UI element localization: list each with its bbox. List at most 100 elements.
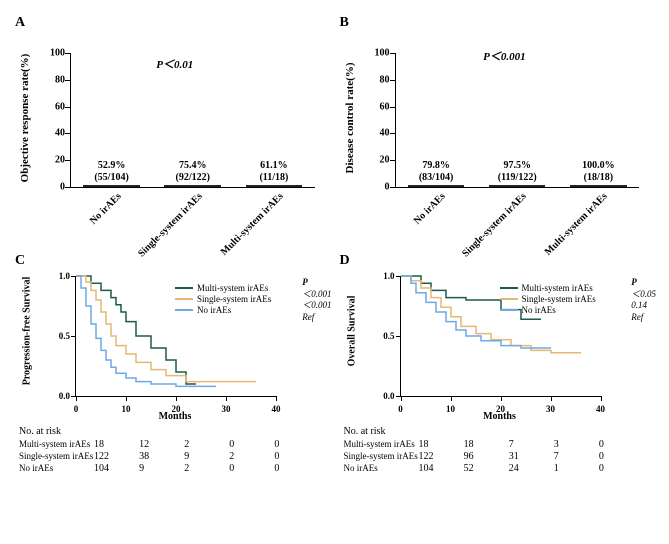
bar-value-label: 75.4%(92/122) bbox=[176, 160, 210, 183]
panel-d-xlabel: Months bbox=[483, 411, 516, 422]
risk-row-label: Multi-system irAEs bbox=[344, 440, 419, 449]
risk-cell: 3 bbox=[554, 439, 599, 450]
bar-value-label: 52.9%(55/104) bbox=[94, 160, 128, 183]
risk-cells: 104522410 bbox=[419, 463, 645, 474]
bar-column: 79.8%(83/104)No irAEs bbox=[402, 160, 470, 187]
risk-cell: 38 bbox=[139, 451, 184, 462]
legend-line bbox=[175, 287, 193, 289]
risk-cell: 0 bbox=[229, 463, 274, 474]
risk-row: Single-system irAEs12238920 bbox=[19, 451, 320, 462]
risk-cell: 12 bbox=[139, 439, 184, 450]
bar-rect bbox=[489, 185, 546, 187]
legend-row: Multi-system irAEs bbox=[175, 283, 271, 293]
p-value: ＜0.05 bbox=[631, 289, 656, 301]
risk-cell: 1 bbox=[554, 463, 599, 474]
legend-line bbox=[500, 287, 518, 289]
panel-d: D Overall Survival 0.00.51.0010203040 Mo… bbox=[340, 253, 655, 501]
panel-c-chart: Progression-free Survival 0.00.51.001020… bbox=[15, 271, 330, 501]
legend-line bbox=[175, 309, 193, 311]
panel-b-ylabel: Disease control rate(%) bbox=[344, 63, 356, 174]
bar-column: 97.5%(119/122)Single-system irAEs bbox=[483, 160, 551, 187]
bar-value-label: 100.0%(18/18) bbox=[582, 160, 615, 183]
panel-c-xlabel: Months bbox=[159, 411, 192, 422]
risk-cell: 9 bbox=[184, 451, 229, 462]
bar-value-label: 61.1%(11/18) bbox=[259, 160, 288, 183]
panel-b: B Disease control rate(%) P＜0.001 79.8%(… bbox=[340, 15, 655, 243]
risk-cells: 1049200 bbox=[94, 463, 320, 474]
legend-label: Single-system irAEs bbox=[197, 294, 271, 304]
figure-grid: A Objective response rate(%) P＜0.01 52.9… bbox=[15, 15, 654, 501]
panel-d-chart: Overall Survival 0.00.51.0010203040 Mont… bbox=[340, 271, 655, 501]
risk-cell: 7 bbox=[554, 451, 599, 462]
bar-rect bbox=[408, 185, 465, 187]
risk-cell: 0 bbox=[274, 451, 319, 462]
panel-b-plot-area: P＜0.001 79.8%(83/104)No irAEs97.5%(119/1… bbox=[395, 53, 640, 188]
bar-category-label: Multi-system irAEs bbox=[543, 191, 610, 258]
panel-a-label: A bbox=[15, 15, 330, 31]
risk-title: No. at risk bbox=[19, 426, 320, 437]
legend-line bbox=[500, 309, 518, 311]
risk-cell: 2 bbox=[184, 439, 229, 450]
risk-cell: 0 bbox=[599, 451, 644, 462]
panel-c: C Progression-free Survival 0.00.51.0010… bbox=[15, 253, 330, 501]
risk-cell: 122 bbox=[94, 451, 139, 462]
legend-label: No irAEs bbox=[522, 305, 556, 315]
bar-category-label: Single-system irAEs bbox=[460, 191, 528, 259]
panel-b-label: B bbox=[340, 15, 655, 31]
p-value: 0.14 bbox=[631, 300, 656, 312]
risk-cell: 0 bbox=[229, 439, 274, 450]
risk-cell: 7 bbox=[509, 439, 554, 450]
panel-a-chart: Objective response rate(%) P＜0.01 52.9%(… bbox=[15, 33, 330, 243]
panel-d-risk-table: No. at riskMulti-system irAEs1818730Sing… bbox=[344, 426, 645, 475]
risk-cells: 1818730 bbox=[419, 439, 645, 450]
bar-category-label: No irAEs bbox=[87, 191, 123, 227]
legend-row: No irAEs bbox=[500, 305, 596, 315]
bar-value-label: 97.5%(119/122) bbox=[498, 160, 537, 183]
legend-row: Multi-system irAEs bbox=[500, 283, 596, 293]
risk-row: No irAEs104522410 bbox=[344, 463, 645, 474]
risk-cell: 96 bbox=[464, 451, 509, 462]
legend-line bbox=[500, 298, 518, 300]
risk-cell: 0 bbox=[599, 463, 644, 474]
panel-a-plot-area: P＜0.01 52.9%(55/104)No irAEs75.4%(92/122… bbox=[70, 53, 315, 188]
legend-label: Multi-system irAEs bbox=[522, 283, 593, 293]
risk-cells: 122963170 bbox=[419, 451, 645, 462]
bar-value-label: 79.8%(83/104) bbox=[419, 160, 453, 183]
risk-cell: 31 bbox=[509, 451, 554, 462]
bar-category-label: Single-system irAEs bbox=[136, 191, 204, 259]
p-value: ＜0.001 bbox=[302, 289, 331, 301]
risk-cell: 9 bbox=[139, 463, 184, 474]
legend-line bbox=[175, 298, 193, 300]
panel-a-ylabel: Objective response rate(%) bbox=[19, 54, 31, 183]
legend-label: Single-system irAEs bbox=[522, 294, 596, 304]
risk-cell: 0 bbox=[274, 463, 319, 474]
panel-b-bars: 79.8%(83/104)No irAEs 97.5%(119/122)Singl… bbox=[396, 53, 640, 187]
bar-rect bbox=[164, 185, 221, 187]
bar-rect bbox=[246, 185, 303, 187]
risk-cell: 2 bbox=[229, 451, 274, 462]
risk-row: No irAEs1049200 bbox=[19, 463, 320, 474]
bar-category-label: No irAEs bbox=[412, 191, 448, 227]
panel-d-ylabel: Overall Survival bbox=[346, 296, 357, 367]
panel-d-p-column: P＜0.050.14Ref bbox=[631, 277, 656, 324]
legend-row: Single-system irAEs bbox=[500, 294, 596, 304]
risk-cell: 18 bbox=[419, 439, 464, 450]
risk-row-label: Single-system irAEs bbox=[344, 452, 419, 461]
bar-rect bbox=[83, 185, 140, 187]
risk-row-label: No irAEs bbox=[344, 464, 419, 473]
risk-row-label: Multi-system irAEs bbox=[19, 440, 94, 449]
legend-label: No irAEs bbox=[197, 305, 231, 315]
panel-a-bars: 52.9%(55/104)No irAEs75.4%(92/122)Single… bbox=[71, 53, 315, 187]
panel-b-chart: Disease control rate(%) P＜0.001 79.8%(83… bbox=[340, 33, 655, 243]
risk-cell: 122 bbox=[419, 451, 464, 462]
bar-rect bbox=[570, 185, 627, 187]
bar-column: 100.0%(18/18)Multi-system irAEs bbox=[564, 160, 632, 187]
risk-cells: 12238920 bbox=[94, 451, 320, 462]
p-value: ＜0.001 bbox=[302, 300, 331, 312]
risk-cell: 52 bbox=[464, 463, 509, 474]
risk-cell: 24 bbox=[509, 463, 554, 474]
risk-cell: 0 bbox=[274, 439, 319, 450]
panel-d-legend: Multi-system irAEsSingle-system irAEsNo … bbox=[500, 283, 596, 316]
risk-cell: 104 bbox=[94, 463, 139, 474]
panel-d-label: D bbox=[340, 253, 655, 269]
